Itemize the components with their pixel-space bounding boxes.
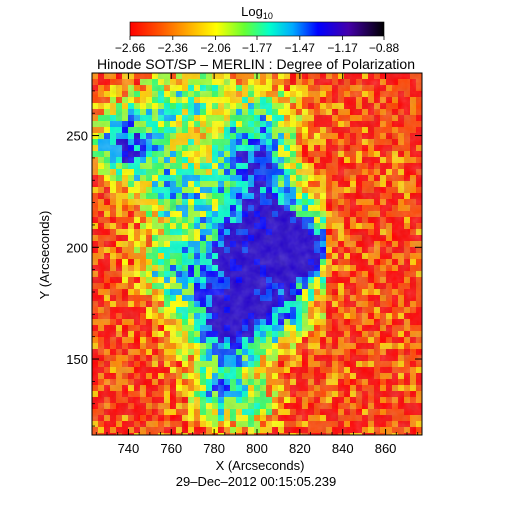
- colorbar-tick-label: −2.36: [158, 41, 189, 55]
- colorbar-tick-label: −1.17: [327, 41, 358, 55]
- colorbar-tick-label: −2.06: [200, 41, 231, 55]
- x-axis: 740 760 780 800 820 840 860: [95, 73, 419, 456]
- x-axis-label: X (Arcseconds): [216, 458, 305, 473]
- date-label: 29–Dec–2012 00:15:05.239: [176, 474, 336, 489]
- colorbar: [129, 21, 385, 37]
- colorbar-title: Log10: [241, 4, 273, 21]
- x-tick-label: 760: [160, 441, 182, 456]
- heatmap-image: [92, 73, 422, 435]
- colorbar-tick-label: −0.88: [369, 41, 400, 55]
- colorbar-tick-label: −1.47: [285, 41, 316, 55]
- colorbar-ticks: −2.66 −2.36 −2.06 −1.77 −1.47 −1.17 −0.88: [115, 36, 400, 55]
- y-axis-label: Y (Arcseconds): [37, 211, 52, 300]
- chart-title: Hinode SOT/SP – MERLIN : Degree of Polar…: [97, 56, 415, 72]
- x-tick-label: 740: [118, 441, 140, 456]
- y-axis: 150 200 250: [66, 90, 422, 427]
- x-tick-label: 840: [332, 441, 354, 456]
- colorbar-tick-label: −2.66: [115, 41, 146, 55]
- x-tick-label: 860: [375, 441, 397, 456]
- x-tick-label: 820: [289, 441, 311, 456]
- x-tick-label: 800: [246, 441, 268, 456]
- colorbar-tick-label: −1.77: [242, 41, 273, 55]
- y-tick-label: 250: [66, 129, 88, 144]
- y-tick-label: 150: [66, 352, 88, 367]
- y-tick-label: 200: [66, 240, 88, 255]
- x-tick-label: 780: [203, 441, 225, 456]
